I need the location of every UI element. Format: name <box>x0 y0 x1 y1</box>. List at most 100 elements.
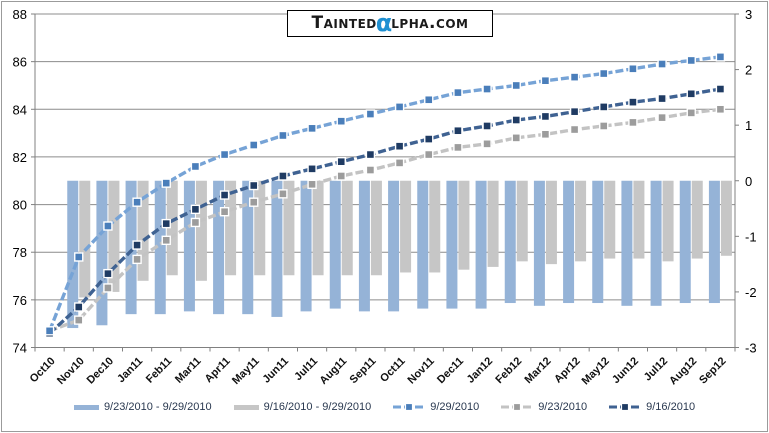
legend-line-swatch <box>393 402 426 412</box>
marker-9/23/2010 <box>511 133 521 143</box>
bar-9/23/2010 - 9/29/2010 <box>242 180 254 315</box>
logo-text-pre: Tainted <box>311 13 377 33</box>
bar-9/16/2010 - 9/29/2010 <box>312 180 324 276</box>
marker-9/16/2010 <box>74 302 84 312</box>
bar-9/16/2010 - 9/29/2010 <box>254 180 266 276</box>
x-axis-category-label: Aug11 <box>318 355 350 387</box>
bar-9/16/2010 - 9/29/2010 <box>662 180 674 262</box>
legend-item: 9/23/2010 - 9/29/2010 <box>73 401 212 413</box>
bar-9/23/2010 - 9/29/2010 <box>125 180 137 315</box>
marker-9/29/2010 <box>686 55 696 66</box>
marker-9/29/2010 <box>365 109 376 119</box>
bar-9/23/2010 - 9/29/2010 <box>271 180 283 317</box>
left-axis-label: 76 <box>13 293 27 308</box>
legend-marker <box>621 402 630 412</box>
left-axis-label: 84 <box>13 102 27 117</box>
marker-9/23/2010 <box>394 158 405 168</box>
right-axis-label: 3 <box>745 7 752 22</box>
marker-9/29/2010 <box>657 59 667 69</box>
marker-9/23/2010 <box>569 124 580 135</box>
marker-9/29/2010 <box>715 52 726 62</box>
right-axis-label: -1 <box>745 229 757 244</box>
bar-9/23/2010 - 9/29/2010 <box>563 180 575 304</box>
marker-9/16/2010 <box>132 240 142 250</box>
bar-9/16/2010 - 9/29/2010 <box>633 180 645 259</box>
left-axis-label: 88 <box>13 7 27 22</box>
marker-9/29/2010 <box>540 75 551 86</box>
bar-9/16/2010 - 9/29/2010 <box>225 180 237 276</box>
x-axis-category-label: Apr12 <box>552 355 583 386</box>
bar-9/16/2010 - 9/29/2010 <box>458 180 470 270</box>
marker-9/29/2010 <box>628 64 638 74</box>
bar-9/16/2010 - 9/29/2010 <box>487 180 499 267</box>
marker-9/29/2010 <box>161 178 171 188</box>
marker-9/29/2010 <box>219 149 230 160</box>
marker-9/29/2010 <box>278 130 288 141</box>
x-axis-category-label: Sep12 <box>697 355 728 386</box>
bar-9/23/2010 - 9/29/2010 <box>446 180 458 309</box>
bar-9/16/2010 - 9/29/2010 <box>283 180 295 276</box>
marker-9/16/2010 <box>190 204 201 215</box>
marker-9/16/2010 <box>453 126 463 136</box>
marker-9/29/2010 <box>132 197 142 207</box>
marker-9/29/2010 <box>424 95 434 105</box>
legend-label: 9/29/2010 <box>430 401 480 413</box>
marker-9/16/2010 <box>336 156 346 167</box>
marker-9/29/2010 <box>74 252 84 262</box>
bar-9/16/2010 - 9/29/2010 <box>429 180 441 273</box>
legend-item: 9/16/2010 - 9/29/2010 <box>233 401 371 413</box>
x-axis-category-label: Apr11 <box>203 355 233 385</box>
x-axis-category-label: Aug12 <box>667 355 699 387</box>
left-axis-label: 82 <box>13 150 27 165</box>
marker-9/23/2010 <box>599 121 609 131</box>
x-axis-category-label: Jul11 <box>292 355 320 383</box>
marker-9/16/2010 <box>161 218 171 229</box>
marker-9/23/2010 <box>336 171 346 181</box>
legend-label: 9/23/2010 <box>538 401 588 413</box>
bar-9/23/2010 - 9/29/2010 <box>504 180 516 304</box>
left-axis-label: 80 <box>13 198 27 213</box>
legend-label: 9/16/2010 <box>646 401 696 413</box>
marker-9/29/2010 <box>453 87 463 98</box>
marker-9/16/2010 <box>307 164 317 174</box>
x-axis-category-label: Dec11 <box>435 355 466 386</box>
bar-9/23/2010 - 9/29/2010 <box>475 180 487 309</box>
line-9/16/2010 <box>48 87 721 335</box>
bar-9/23/2010 - 9/29/2010 <box>300 180 312 312</box>
marker-9/23/2010 <box>657 112 667 123</box>
marker-9/16/2010 <box>424 134 434 144</box>
x-axis-category-label: Jul12 <box>642 355 670 383</box>
bar-9/23/2010 - 9/29/2010 <box>417 180 429 309</box>
bar-9/23/2010 - 9/29/2010 <box>96 180 108 326</box>
x-axis-category-label: Oct10 <box>28 355 58 385</box>
bar-9/23/2010 - 9/29/2010 <box>650 180 662 306</box>
marker-9/29/2010 <box>482 84 492 94</box>
marker-9/23/2010 <box>278 189 288 199</box>
bar-9/23/2010 - 9/29/2010 <box>329 180 341 309</box>
bar-9/16/2010 - 9/29/2010 <box>545 180 557 265</box>
line-9/29/2010 <box>48 55 721 332</box>
marker-9/16/2010 <box>686 89 696 99</box>
x-axis-category-label: Dec10 <box>85 355 116 386</box>
marker-9/23/2010 <box>424 149 434 160</box>
marker-9/23/2010 <box>365 165 376 175</box>
marker-9/23/2010 <box>249 197 259 207</box>
bar-9/23/2010 - 9/29/2010 <box>679 180 691 304</box>
bar-9/16/2010 - 9/29/2010 <box>691 180 703 259</box>
marker-9/23/2010 <box>628 117 638 128</box>
right-axis-label: -2 <box>745 285 757 300</box>
bar-9/23/2010 - 9/29/2010 <box>67 180 79 329</box>
bar-9/23/2010 - 9/29/2010 <box>592 180 604 304</box>
bar-9/16/2010 - 9/29/2010 <box>370 180 382 276</box>
legend-bar-swatch <box>73 404 99 410</box>
combo-chart: 88868482807876743210-1-2-3Oct10Nov10Dec1… <box>13 7 757 387</box>
marker-9/29/2010 <box>336 116 346 126</box>
right-axis-label: 0 <box>745 174 752 189</box>
marker-9/29/2010 <box>569 72 580 82</box>
marker-9/16/2010 <box>249 180 259 191</box>
bar-9/16/2010 - 9/29/2010 <box>108 180 120 292</box>
bar-9/16/2010 - 9/29/2010 <box>720 180 732 256</box>
legend-line-swatch <box>501 402 534 412</box>
bar-9/16/2010 - 9/29/2010 <box>166 180 178 276</box>
marker-9/29/2010 <box>103 221 113 231</box>
